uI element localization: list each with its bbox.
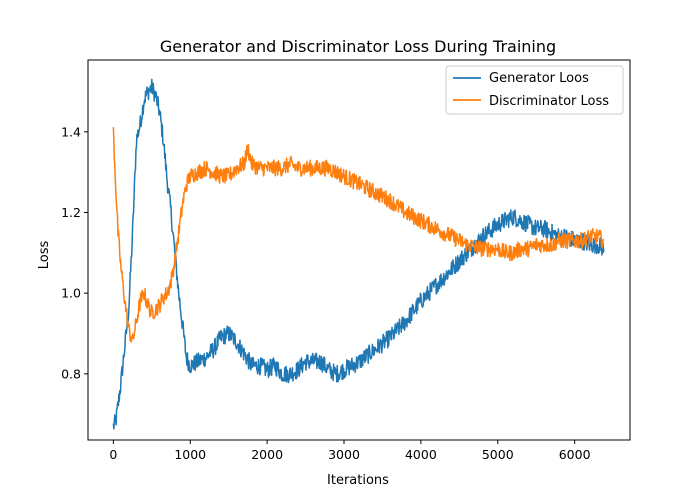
x-axis: 0 1000 2000 3000 4000 5000 6000 [109, 440, 591, 462]
y-tick-label: 1.0 [61, 286, 81, 301]
x-tick-label: 0 [109, 447, 117, 462]
legend: Generator Loos Discriminator Loss [445, 65, 624, 115]
plot-frame [87, 59, 631, 441]
legend-label-generator: Generator Loos [489, 71, 589, 86]
y-tick-label: 1.4 [61, 124, 81, 139]
series-line-generator [112, 78, 605, 430]
series-line-discriminator [112, 127, 605, 343]
x-tick-label: 3000 [328, 447, 360, 462]
x-tick-label: 5000 [482, 447, 514, 462]
y-axis: 0.8 1.0 1.2 1.4 [61, 124, 88, 381]
y-tick-label: 1.2 [61, 205, 81, 220]
legend-label-discriminator: Discriminator Loss [489, 94, 609, 109]
y-tick-label: 0.8 [61, 366, 81, 381]
chart-title: Generator and Discriminator Loss During … [160, 37, 556, 56]
y-axis-title: Loss [37, 241, 52, 270]
x-tick-label: 6000 [559, 447, 591, 462]
x-tick-label: 2000 [251, 447, 283, 462]
legend-box [445, 65, 624, 115]
series-layer [112, 78, 605, 430]
x-tick-label: 4000 [405, 447, 437, 462]
x-tick-label: 1000 [174, 447, 206, 462]
x-axis-title: Iterations [327, 473, 389, 488]
